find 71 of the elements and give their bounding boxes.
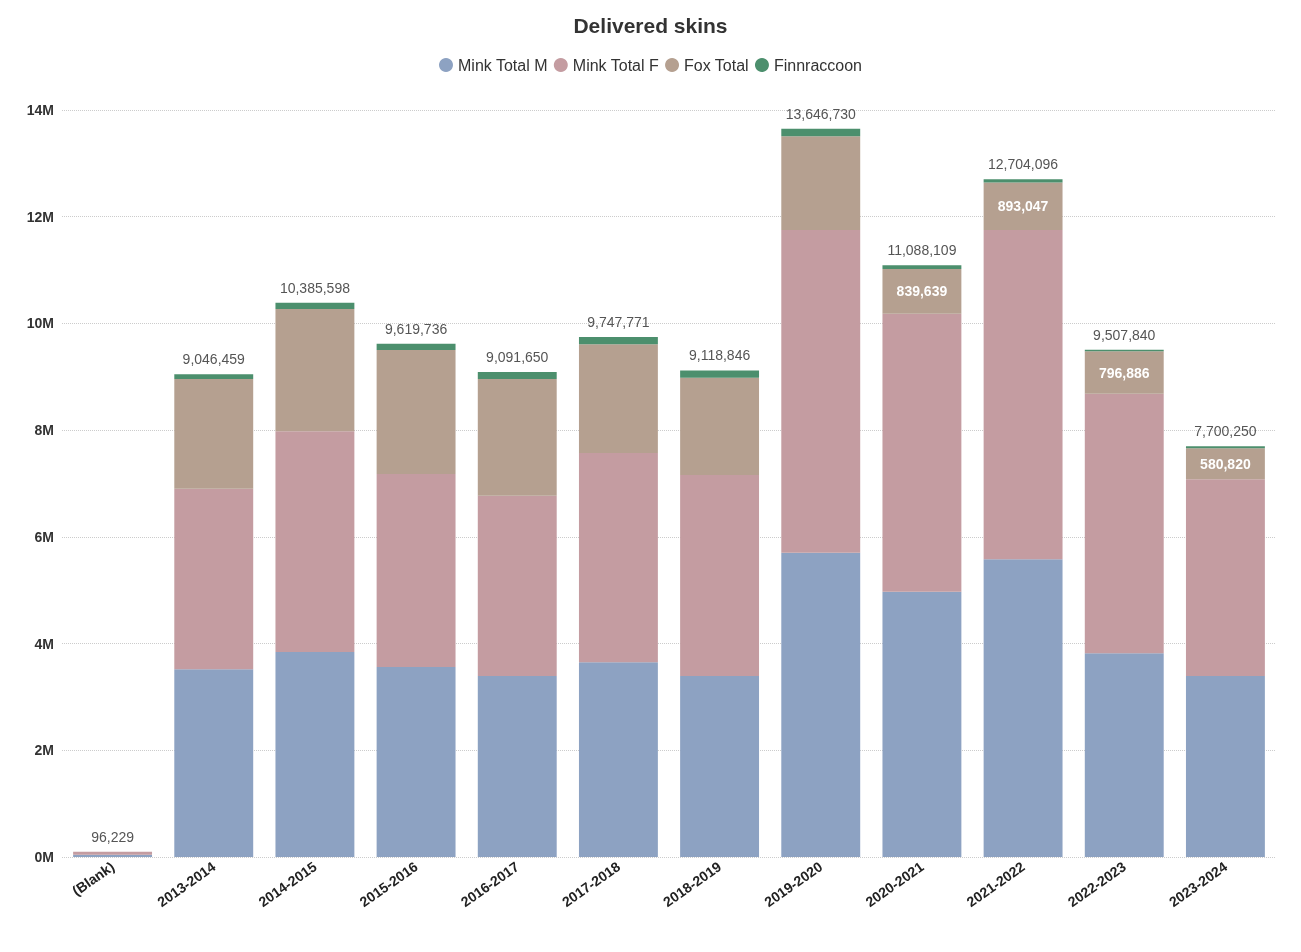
y-tick-label: 14M: [26, 102, 54, 118]
bar: [1185, 479, 1265, 677]
legend-label: Mink Total M: [458, 56, 548, 74]
total-label: 13,646,730: [785, 105, 856, 122]
bar: [882, 591, 962, 857]
total-label: 9,507,840: [1093, 326, 1156, 343]
bar: [578, 344, 658, 454]
legend-label: Mink Total F: [572, 56, 659, 74]
bar: [1185, 446, 1265, 449]
data-label: 796,886: [1098, 364, 1150, 381]
y-tick-label: 8M: [34, 422, 54, 439]
bar: [477, 495, 557, 677]
y-tick-label: 6M: [34, 528, 54, 545]
bar: [376, 473, 456, 668]
bar: [275, 431, 355, 653]
bar: [477, 676, 557, 857]
bar: [578, 453, 658, 663]
bar: [680, 377, 760, 475]
total-label: 9,046,459: [182, 351, 246, 368]
total-label: 11,088,109: [887, 242, 957, 259]
bar: [578, 662, 658, 857]
bar: [1084, 351, 1164, 394]
total-label: 9,747,771: [587, 313, 650, 330]
total-label: 7,700,250: [1194, 423, 1257, 440]
bar: [781, 128, 861, 137]
total-label: 96,229: [91, 828, 135, 845]
y-tick-label: 12M: [26, 208, 54, 225]
bar: [275, 652, 355, 857]
bar: [983, 230, 1063, 560]
bar: [477, 378, 557, 496]
total-label: 12,704,096: [988, 156, 1059, 173]
total-label: 10,385,598: [279, 279, 351, 296]
bar: [275, 302, 355, 310]
bar: [174, 378, 254, 489]
bar: [882, 269, 962, 314]
bar: [983, 559, 1063, 857]
total-label: 9,619,736: [384, 320, 448, 337]
bar: [680, 474, 760, 677]
y-tick-label: 10M: [26, 315, 54, 332]
data-label: 839,639: [896, 283, 948, 300]
bar: [781, 230, 861, 553]
bar: [983, 179, 1063, 183]
bar: [376, 343, 456, 351]
bar: [1084, 653, 1164, 857]
bar: [275, 309, 355, 432]
legend-label: Finnraccoon: [773, 56, 862, 74]
bar: [781, 552, 861, 857]
bar: [174, 669, 254, 857]
bar: [882, 265, 962, 270]
bar: [983, 182, 1063, 231]
y-tick-label: 0M: [34, 849, 54, 865]
total-label: 9,118,846: [688, 347, 751, 364]
bar: [477, 371, 557, 379]
bar: [376, 667, 456, 857]
data-label: 580,820: [1200, 455, 1251, 472]
bar: [882, 313, 962, 592]
bar: [1185, 676, 1265, 857]
bar: [781, 136, 861, 231]
bar: [376, 350, 456, 474]
chart-title: Delivered skins: [573, 14, 728, 37]
y-tick-label: 2M: [34, 742, 54, 759]
bar: [174, 374, 254, 379]
y-tick-label: 4M: [34, 635, 54, 652]
bar: [680, 370, 760, 378]
total-label: 9,091,650: [486, 348, 549, 365]
bar: [1084, 393, 1164, 654]
bar: [680, 676, 760, 857]
bar: [174, 488, 254, 670]
legend-label: Fox Total: [684, 56, 749, 74]
bar: [578, 336, 658, 345]
data-label: 893,047: [997, 198, 1049, 215]
